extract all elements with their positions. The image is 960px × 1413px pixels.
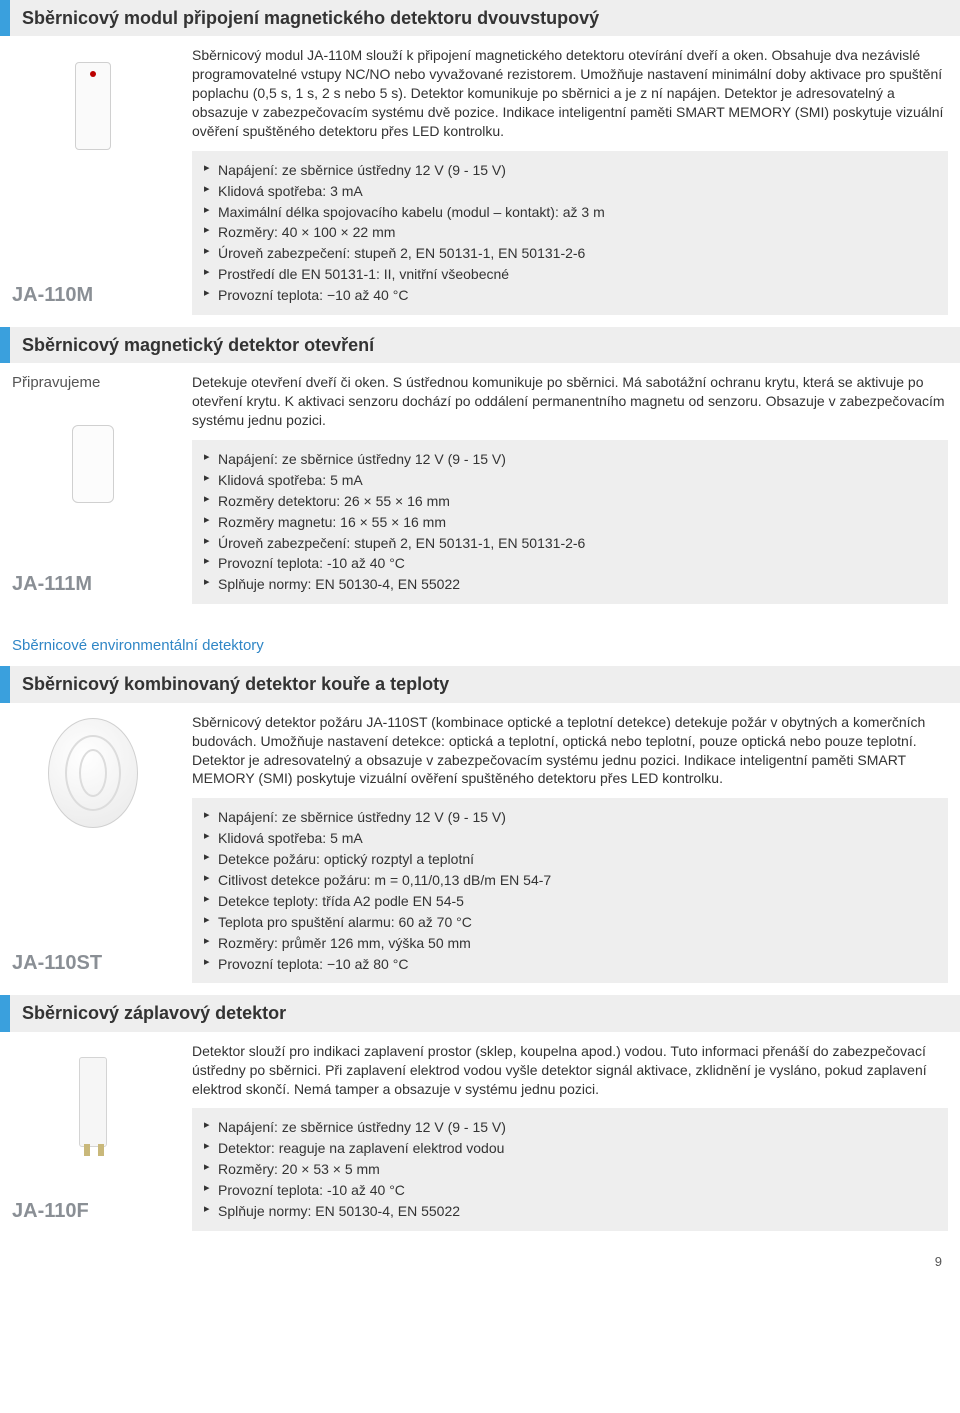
category-title: Sběrnicové environmentální detektory	[0, 616, 960, 666]
product-section: Sběrnicový záplavový detektor JA-110F Dete…	[0, 995, 960, 1234]
spec-item: Splňuje normy: EN 50130-4, EN 55022	[204, 575, 936, 594]
spec-item: Prostředí dle EN 50131-1: II, vnitřní vš…	[204, 265, 936, 284]
section-title: Sběrnicový záplavový detektor	[0, 995, 960, 1031]
product-section: Sběrnicový magnetický detektor otevření P…	[0, 327, 960, 608]
rect-small-icon	[48, 404, 138, 524]
spec-item: Úroveň zabezpečení: stupeň 2, EN 50131-1…	[204, 244, 936, 263]
spec-item: Napájení: ze sběrnice ústředny 12 V (9 -…	[204, 1118, 936, 1137]
product-description: Sběrnicový modul JA-110M slouží k připoj…	[192, 46, 948, 140]
spec-item: Rozměry magnetu: 16 × 55 × 16 mm	[204, 513, 936, 532]
model-code: JA-111M	[12, 571, 92, 604]
specs-list: Napájení: ze sběrnice ústředny 12 V (9 -…	[192, 151, 948, 315]
spec-item: Klidová spotřeba: 5 mA	[204, 471, 936, 490]
spec-item: Klidová spotřeba: 5 mA	[204, 829, 936, 848]
spec-item: Napájení: ze sběrnice ústředny 12 V (9 -…	[204, 450, 936, 469]
smoke-icon	[48, 713, 138, 833]
model-code: JA-110ST	[12, 950, 102, 983]
product-section: Sběrnicový modul připojení magnetického …	[0, 0, 960, 319]
specs-list: Napájení: ze sběrnice ústředny 12 V (9 -…	[192, 440, 948, 604]
spec-item: Citlivost detekce požáru: m = 0,11/0,13 …	[204, 871, 936, 890]
spec-item: Maximální délka spojovacího kabelu (modu…	[204, 203, 936, 222]
spec-item: Rozměry: 40 × 100 × 22 mm	[204, 223, 936, 242]
product-description: Detektor slouží pro indikaci zaplavení p…	[192, 1042, 948, 1099]
spec-item: Úroveň zabezpečení: stupeň 2, EN 50131-1…	[204, 534, 936, 553]
page-number: 9	[0, 1243, 960, 1271]
model-code: JA-110M	[12, 282, 93, 315]
product-description: Detekuje otevření dveří či oken. S ústře…	[192, 373, 948, 430]
section-title: Sběrnicový modul připojení magnetického …	[0, 0, 960, 36]
status-label: Připravujeme	[12, 373, 100, 393]
specs-list: Napájení: ze sběrnice ústředny 12 V (9 -…	[192, 798, 948, 983]
spec-item: Splňuje normy: EN 50130-4, EN 55022	[204, 1202, 936, 1221]
product-description: Sběrnicový detektor požáru JA-110ST (kom…	[192, 713, 948, 789]
section-title: Sběrnicový magnetický detektor otevření	[0, 327, 960, 363]
spec-item: Klidová spotřeba: 3 mA	[204, 182, 936, 201]
rect-tall-icon	[48, 46, 138, 166]
spec-item: Provozní teplota: −10 až 40 °C	[204, 286, 936, 305]
specs-list: Napájení: ze sběrnice ústředny 12 V (9 -…	[192, 1108, 948, 1230]
spec-item: Teplota pro spuštění alarmu: 60 až 70 °C	[204, 913, 936, 932]
product-section: Sběrnicový kombinovaný detektor kouře a …	[0, 666, 960, 987]
spec-item: Rozměry: 20 × 53 × 5 mm	[204, 1160, 936, 1179]
spec-item: Detekce požáru: optický rozptyl a teplot…	[204, 850, 936, 869]
spec-item: Napájení: ze sběrnice ústředny 12 V (9 -…	[204, 808, 936, 827]
model-code: JA-110F	[12, 1198, 89, 1231]
spec-item: Napájení: ze sběrnice ústředny 12 V (9 -…	[204, 161, 936, 180]
spec-item: Provozní teplota: −10 až 80 °C	[204, 955, 936, 974]
flood-icon	[48, 1042, 138, 1162]
spec-item: Rozměry: průměr 126 mm, výška 50 mm	[204, 934, 936, 953]
spec-item: Provozní teplota: -10 až 40 °C	[204, 554, 936, 573]
spec-item: Rozměry detektoru: 26 × 55 × 16 mm	[204, 492, 936, 511]
section-title: Sběrnicový kombinovaný detektor kouře a …	[0, 666, 960, 702]
spec-item: Provozní teplota: -10 až 40 °C	[204, 1181, 936, 1200]
spec-item: Detektor: reaguje na zaplavení elektrod …	[204, 1139, 936, 1158]
spec-item: Detekce teploty: třída A2 podle EN 54-5	[204, 892, 936, 911]
